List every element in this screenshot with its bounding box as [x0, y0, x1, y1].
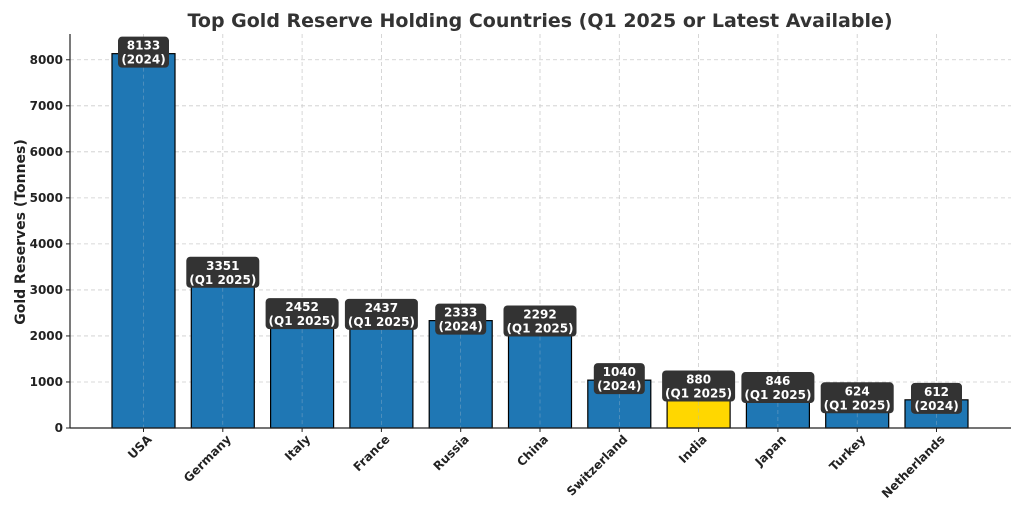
data-label-box — [265, 298, 339, 330]
y-tick-label: 6000 — [30, 145, 63, 159]
grid-lines — [70, 34, 1011, 428]
data-label-value: 612 — [924, 385, 949, 399]
data-label-japan: 846(Q1 2025) — [741, 372, 815, 404]
y-tick-label: 3000 — [30, 283, 63, 297]
data-label-value: 2333 — [444, 306, 477, 320]
x-tick-label: Germany — [181, 432, 234, 485]
x-tick-label: France — [351, 432, 393, 474]
x-tick-label: Italy — [282, 432, 313, 463]
data-label-period: (2024) — [597, 379, 641, 393]
data-label-period: (Q1 2025) — [189, 273, 256, 287]
data-label-value: 2292 — [523, 308, 556, 322]
data-label-box — [662, 370, 736, 402]
data-label-box — [911, 382, 962, 414]
y-axis-label: Gold Reserves (Tonnes) — [13, 139, 29, 325]
y-tick-label: 5000 — [30, 191, 63, 205]
x-tick-label: Turkey — [827, 432, 869, 474]
data-label-box — [186, 256, 260, 288]
data-label-period: (Q1 2025) — [269, 314, 336, 328]
x-tick-label: Russia — [431, 432, 472, 473]
data-label-box — [820, 382, 894, 414]
data-label-germany: 3351(Q1 2025) — [186, 256, 260, 288]
data-label-box — [344, 298, 418, 330]
data-label-period: (Q1 2025) — [506, 322, 573, 336]
y-tick-label: 1000 — [30, 375, 63, 389]
data-label-value: 3351 — [206, 259, 239, 273]
data-label-italy: 2452(Q1 2025) — [265, 298, 339, 330]
data-label-france: 2437(Q1 2025) — [344, 298, 418, 330]
data-label-period: (Q1 2025) — [744, 388, 811, 402]
data-label-box — [435, 303, 487, 335]
x-tick-label: India — [676, 432, 710, 466]
data-label-india: 880(Q1 2025) — [662, 370, 736, 402]
x-tick-label: USA — [125, 432, 155, 462]
data-label-value: 8133 — [127, 39, 160, 53]
axes: 0 1000 2000 3000 4000 5000 6000 7000 8000 USA Germ… — [30, 34, 1011, 501]
data-label-value: 624 — [845, 384, 870, 398]
data-label-value: 2437 — [365, 301, 398, 315]
data-label-box — [118, 36, 169, 68]
data-label-value: 2452 — [285, 300, 318, 314]
data-label-period: (2024) — [439, 320, 483, 334]
data-label-switzerland: 1040(2024) — [593, 363, 645, 395]
y-tick-label: 7000 — [30, 99, 63, 113]
data-label-netherlands: 612(2024) — [911, 382, 962, 414]
data-label-value: 846 — [765, 374, 790, 388]
chart-title: Top Gold Reserve Holding Countries (Q1 2… — [187, 10, 892, 32]
bars — [111, 53, 969, 429]
data-label-china: 2292(Q1 2025) — [503, 305, 577, 337]
data-label-period: (Q1 2025) — [665, 386, 732, 400]
data-label-usa: 8133(2024) — [118, 36, 169, 68]
data-label-value: 1040 — [603, 365, 636, 379]
x-tick-label: Netherlands — [879, 432, 948, 501]
y-tick-label: 2000 — [30, 329, 63, 343]
y-tick-label: 0 — [55, 421, 63, 435]
data-label-turkey: 624(Q1 2025) — [820, 382, 894, 414]
x-tick-label: Switzerland — [564, 432, 630, 498]
data-label-box — [503, 305, 577, 337]
data-label-box — [741, 372, 815, 404]
data-label-box — [593, 363, 645, 395]
data-labels: 8133(2024)3351(Q1 2025)2452(Q1 2025)2437… — [118, 36, 962, 414]
data-label-period: (Q1 2025) — [348, 315, 415, 329]
data-label-russia: 2333(2024) — [435, 303, 487, 335]
y-tick-label: 4000 — [30, 237, 63, 251]
data-label-period: (2024) — [121, 53, 165, 67]
y-tick-label: 8000 — [30, 53, 63, 67]
data-label-period: (2024) — [914, 399, 958, 413]
x-tick-label: Japan — [752, 432, 789, 469]
data-label-period: (Q1 2025) — [824, 398, 891, 412]
x-tick-label: China — [514, 432, 551, 469]
data-label-value: 880 — [686, 372, 711, 386]
